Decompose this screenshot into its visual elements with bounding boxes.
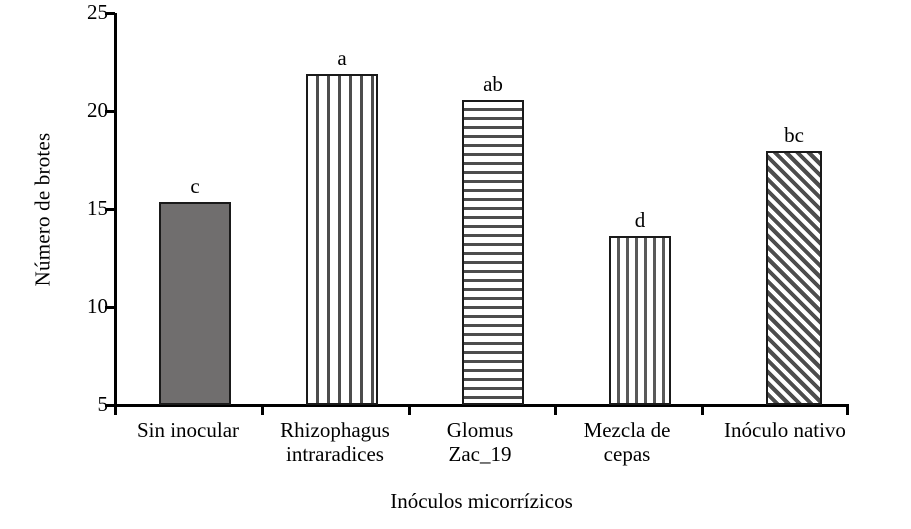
- y-axis-title: Número de brotes: [30, 132, 55, 287]
- bar-inoculo-nativo: [766, 151, 822, 405]
- y-tick-mark-10: [105, 306, 115, 309]
- x-tick-mark-2: [408, 404, 411, 415]
- x-category-line: Mezcla de: [583, 418, 671, 442]
- x-category-label-mezcla-de-cepas: Mezcla de cepas: [552, 418, 702, 466]
- y-tick-mark-5: [105, 404, 115, 407]
- x-category-label-glomus-zac-19: Glomus Zac_19: [404, 418, 556, 466]
- sig-letter-sin-inocular: c: [190, 174, 200, 198]
- sig-letter-glomus-zac-19: ab: [483, 72, 503, 96]
- x-category-line: Glomus: [446, 418, 514, 442]
- sig-letter-rhizophagus-intraradices: a: [337, 46, 347, 70]
- sig-letter-mezcla-de-cepas: d: [634, 208, 646, 232]
- bar-rhizophagus-intraradices: [306, 74, 378, 405]
- y-tick-mark-25: [105, 12, 115, 15]
- x-axis-title: Inóculos micorrízicos: [390, 489, 573, 513]
- y-tick-mark-15: [105, 208, 115, 211]
- x-tick-mark-0: [114, 404, 117, 415]
- x-tick-mark-4: [701, 404, 704, 415]
- x-category-line: cepas: [603, 441, 651, 466]
- x-category-line: intraradices: [286, 441, 384, 466]
- x-category-line: Inóculo nativo: [724, 418, 846, 442]
- y-axis-line: [114, 13, 117, 406]
- x-tick-mark-5: [846, 404, 849, 415]
- bar-mezcla-de-cepas: [609, 236, 671, 405]
- bar-sin-inocular: [159, 202, 231, 405]
- x-category-label-sin-inocular: Sin inocular: [110, 418, 266, 443]
- x-tick-mark-1: [261, 404, 264, 415]
- x-category-line: Sin inocular: [136, 418, 240, 442]
- x-category-line: Rhizophagus: [280, 418, 390, 442]
- x-tick-mark-3: [554, 404, 557, 415]
- y-tick-label-10: 10: [87, 294, 108, 318]
- x-category-line: Zac_19: [448, 441, 512, 466]
- y-tick-mark-20: [105, 110, 115, 113]
- y-tick-label-25: 25: [87, 0, 108, 24]
- y-tick-label-20: 20: [87, 98, 108, 122]
- sig-letter-inoculo-nativo: bc: [784, 123, 804, 147]
- bar-glomus-zac-19: [462, 100, 524, 405]
- x-axis-line: [114, 404, 849, 407]
- y-tick-label-15: 15: [87, 196, 108, 220]
- y-tick-label-5: 5: [97, 392, 109, 416]
- x-category-label-rhizophagus-intraradices: Rhizophagus intraradices: [253, 418, 417, 466]
- x-category-label-inoculo-nativo: Inóculo nativo: [700, 418, 870, 443]
